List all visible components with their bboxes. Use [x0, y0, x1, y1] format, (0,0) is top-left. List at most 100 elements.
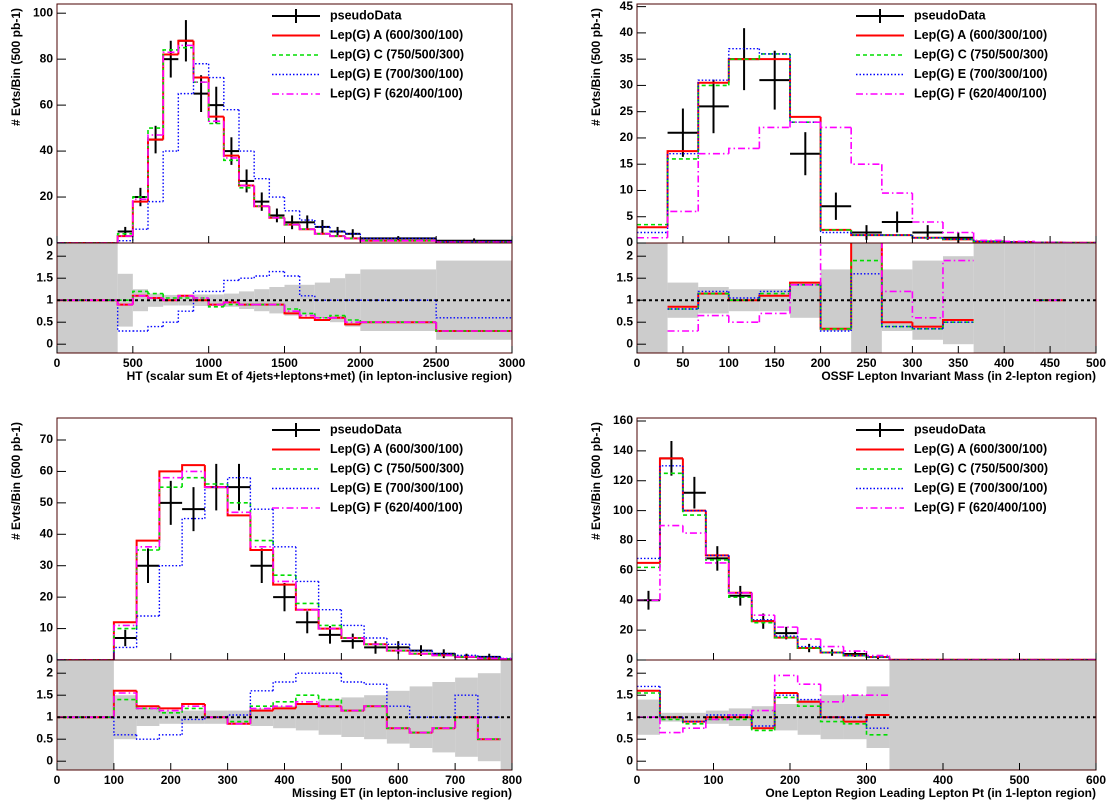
ratio-step	[758, 312, 791, 323]
ratio-step	[911, 326, 943, 330]
x-tick-label: 450	[1040, 356, 1060, 370]
histogram-step	[750, 597, 775, 624]
ratio-step	[147, 291, 164, 295]
x-tick-label: 2000	[347, 356, 374, 370]
ratio-step	[158, 708, 183, 712]
histogram-step	[666, 150, 699, 228]
histogram-step	[295, 546, 319, 583]
ratio-y-tick-label: 0	[626, 753, 633, 767]
ratio-step	[283, 271, 300, 277]
histogram-step	[344, 236, 361, 240]
legend-label: pseudoData	[330, 422, 403, 436]
x-tick-label: 0	[54, 773, 61, 787]
histogram-step	[181, 470, 205, 478]
ratio-step	[842, 694, 867, 702]
data-point	[330, 226, 346, 237]
y-tick-label: 160	[613, 413, 633, 427]
histogram-step	[223, 123, 239, 162]
histogram-step	[162, 49, 179, 129]
ratio-step	[796, 697, 821, 707]
y-tick-label: 25	[620, 104, 634, 118]
ratio-plot	[637, 243, 1096, 353]
x-tick-label: 200	[161, 773, 181, 787]
ratio-step	[116, 300, 133, 306]
ratio-step	[317, 701, 342, 707]
histogram-step	[789, 53, 821, 123]
y-tick-label: 120	[613, 473, 633, 487]
ratio-step	[317, 695, 342, 701]
ratio-step	[942, 259, 974, 318]
histogram-step	[317, 609, 342, 630]
y-tick-label: 40	[620, 592, 634, 606]
data-point	[284, 215, 300, 230]
ratio-step	[223, 301, 239, 305]
ratio-step	[295, 672, 319, 682]
ratio-step	[272, 701, 296, 707]
histogram-step	[116, 235, 133, 243]
x-tick-label: 100	[703, 773, 723, 787]
histogram-step	[758, 126, 791, 149]
histogram-step	[705, 510, 729, 557]
histogram-step	[774, 619, 798, 637]
ratio-step	[204, 706, 228, 718]
histogram-step	[272, 550, 296, 586]
histogram-step	[697, 79, 729, 154]
ratio-y-tick-label: 2	[46, 248, 53, 262]
x-tick-label: 400	[933, 773, 953, 787]
histogram-step	[666, 158, 699, 225]
data-point	[728, 585, 752, 606]
x-tick-label: 500	[1086, 356, 1106, 370]
ratio-step	[162, 298, 179, 301]
x-tick-label: 300	[218, 773, 238, 787]
histogram-step	[850, 229, 882, 236]
ratio-step	[344, 315, 361, 321]
ratio-y-tick-label: 1.5	[36, 270, 53, 284]
ratio-y-tick-label: 0	[626, 336, 633, 350]
histogram-step	[842, 646, 867, 652]
legend-label: Lep(G) C (750/500/300)	[914, 461, 1048, 475]
ratio-step	[659, 686, 683, 718]
histogram-step	[819, 646, 844, 654]
ratio-step	[135, 734, 160, 740]
histogram-step	[226, 487, 251, 517]
legend-label: Lep(G) E (700/300/100)	[330, 481, 463, 495]
ratio-step	[408, 706, 433, 718]
y-axis-label: # Evts/Bin (500 pb-1)	[9, 422, 23, 540]
histogram-step	[911, 193, 943, 223]
ratio-step	[177, 295, 194, 301]
histogram-step	[789, 121, 821, 128]
histogram-step	[158, 486, 183, 550]
histogram-step	[751, 592, 775, 621]
histogram-step	[666, 153, 699, 233]
uncertainty-band	[851, 243, 882, 353]
main-plot	[637, 28, 1096, 243]
ratio-step	[158, 706, 183, 710]
histogram-step	[132, 196, 148, 234]
x-tick-label: 350	[948, 356, 968, 370]
ratio-y-tick-label: 1.5	[616, 687, 633, 701]
ratio-step	[249, 705, 274, 722]
y-tick-label: 50	[40, 495, 54, 509]
ratio-step	[135, 693, 160, 710]
ratio-step	[773, 674, 798, 711]
histogram-step	[192, 63, 209, 94]
ratio-plot	[57, 660, 512, 770]
ratio-step	[363, 705, 387, 711]
legend-label: Lep(G) A (600/300/100)	[914, 28, 1047, 42]
ratio-step	[850, 273, 882, 331]
histogram-step	[363, 625, 387, 639]
histogram-step	[750, 592, 775, 616]
y-tick-label: 0	[46, 235, 53, 249]
ratio-y-tick-label: 2	[626, 248, 633, 262]
x-tick-label: 600	[388, 773, 408, 787]
legend-label: Lep(G) A (600/300/100)	[330, 442, 463, 456]
data-point	[182, 487, 205, 532]
histogram-step	[238, 155, 255, 187]
histogram-step	[329, 226, 346, 233]
ratio-step	[249, 707, 274, 724]
histogram-step	[819, 122, 852, 234]
histogram-step	[113, 624, 137, 660]
uncertainty-band	[182, 710, 205, 724]
ratio-plot	[57, 243, 512, 353]
data-point	[269, 208, 285, 223]
